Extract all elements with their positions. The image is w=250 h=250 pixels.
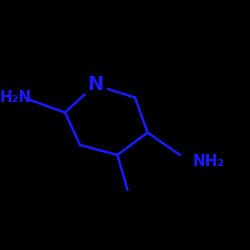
Text: N: N [87, 76, 103, 94]
Text: H₂N: H₂N [0, 90, 32, 105]
Text: NH₂: NH₂ [192, 154, 224, 169]
